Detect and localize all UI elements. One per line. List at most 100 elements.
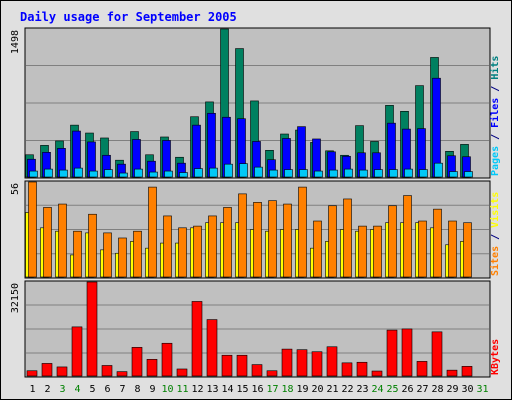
bar-pages-day-15 (239, 163, 248, 178)
y-max-label: 56 (10, 183, 21, 195)
day-label-6: 6 (104, 384, 110, 395)
bar-pages-day-17 (269, 169, 278, 178)
bar-sites-day-1 (28, 181, 37, 278)
y-max-label: 32150 (10, 283, 21, 313)
legend-item: KBytes (490, 339, 501, 375)
bar-pages-day-18 (284, 169, 293, 178)
legend-item: / (490, 228, 501, 246)
bar-kbytes-day-4 (71, 326, 83, 377)
bar-sites-day-30 (463, 222, 472, 278)
bar-pages-day-20 (314, 170, 323, 178)
bar-pages-day-29 (449, 171, 458, 178)
bar-kbytes-day-5 (86, 281, 98, 377)
bar-pages-day-7 (119, 172, 128, 178)
bar-sites-day-6 (103, 232, 112, 278)
panel-hits-files-pages: 1498 Pages / Files / Hits (10, 27, 501, 179)
day-label-14: 14 (221, 384, 233, 395)
bar-kbytes-day-27 (416, 361, 428, 377)
bar-sites-day-20 (313, 220, 322, 278)
bar-sites-day-23 (358, 225, 367, 278)
bar-kbytes-day-20 (311, 351, 323, 377)
bar-sites-day-5 (88, 213, 97, 278)
bar-kbytes-day-14 (221, 354, 233, 377)
legend-hits-files-pages: Pages / Files / Hits (489, 56, 501, 176)
bar-kbytes-day-11 (176, 368, 188, 377)
day-label-29: 29 (446, 384, 458, 395)
bar-sites-day-2 (43, 207, 52, 278)
bar-pages-day-3 (59, 169, 68, 178)
bar-pages-day-21 (329, 169, 338, 178)
day-label-3: 3 (59, 384, 65, 395)
panel-visits-sites: 56 Sites / Visits (10, 180, 501, 279)
legend-item: Hits (489, 56, 501, 80)
bar-sites-day-26 (403, 195, 412, 278)
bar-pages-day-19 (299, 169, 308, 178)
legend-item: Files (489, 98, 501, 128)
day-label-16: 16 (251, 384, 263, 395)
bar-pages-day-13 (209, 167, 218, 178)
bar-kbytes-day-3 (56, 366, 68, 377)
bar-kbytes-day-15 (236, 354, 248, 377)
bar-pages-day-22 (344, 168, 353, 178)
legend-item: Pages (490, 146, 501, 176)
bar-kbytes-day-21 (326, 346, 338, 377)
bar-sites-day-21 (328, 205, 337, 278)
bar-sites-day-15 (238, 193, 247, 278)
bar-pages-day-25 (389, 169, 398, 178)
day-label-24: 24 (371, 384, 383, 395)
bar-kbytes-day-9 (146, 359, 158, 377)
legend-kbytes: KBytes (490, 339, 501, 375)
bar-pages-day-1 (29, 170, 38, 178)
bar-sites-day-25 (388, 205, 397, 278)
bar-files-day-28 (432, 77, 441, 178)
bar-sites-day-12 (193, 225, 202, 278)
legend-item: Sites (489, 246, 501, 276)
day-label-2: 2 (44, 384, 50, 395)
bar-kbytes-day-8 (131, 347, 143, 377)
day-label-21: 21 (326, 384, 338, 395)
day-label-19: 19 (296, 384, 308, 395)
day-labels: 1 2 3 4 5 6 7 8 9 10 11 12 13 14 15 16 17 18 19 20 21 22 23 24 2… (29, 384, 488, 395)
day-label-18: 18 (281, 384, 293, 395)
day-label-25: 25 (386, 384, 398, 395)
bar-kbytes-day-6 (101, 365, 113, 377)
day-label-13: 13 (206, 384, 218, 395)
legend-item: / (490, 128, 501, 146)
day-label-26: 26 (401, 384, 413, 395)
day-label-20: 20 (311, 384, 323, 395)
bar-kbytes-day-25 (386, 329, 398, 377)
bar-kbytes-day-2 (41, 363, 53, 377)
legend-item: / (490, 80, 501, 98)
bar-pages-day-28 (434, 162, 443, 178)
bar-kbytes-day-22 (341, 362, 353, 377)
day-label-10: 10 (161, 384, 173, 395)
bar-sites-day-24 (373, 225, 382, 278)
bar-pages-day-5 (89, 170, 98, 178)
day-label-17: 17 (266, 384, 278, 395)
day-label-23: 23 (356, 384, 368, 395)
bar-files-day-13 (207, 112, 216, 178)
bar-pages-day-14 (224, 163, 233, 178)
bar-kbytes-day-7 (116, 371, 128, 377)
day-label-7: 7 (119, 384, 125, 395)
day-label-12: 12 (191, 384, 203, 395)
bar-sites-day-3 (58, 203, 67, 278)
bar-pages-day-9 (149, 171, 158, 178)
bar-kbytes-day-1 (26, 370, 38, 377)
bar-pages-day-24 (374, 169, 383, 178)
bar-kbytes-day-28 (431, 331, 443, 377)
bar-sites-day-10 (163, 215, 172, 278)
day-label-22: 22 (341, 384, 353, 395)
bar-pages-day-10 (164, 170, 173, 178)
bar-pages-day-27 (419, 169, 428, 178)
bar-sites-day-4 (73, 230, 82, 278)
day-label-30: 30 (461, 384, 473, 395)
day-label-8: 8 (134, 384, 140, 395)
bar-kbytes-day-17 (266, 370, 278, 377)
bar-pages-day-2 (44, 168, 53, 178)
bar-pages-day-23 (359, 169, 368, 178)
bar-pages-day-8 (134, 168, 143, 178)
bar-kbytes-day-24 (371, 370, 383, 377)
bar-sites-day-19 (298, 186, 307, 278)
